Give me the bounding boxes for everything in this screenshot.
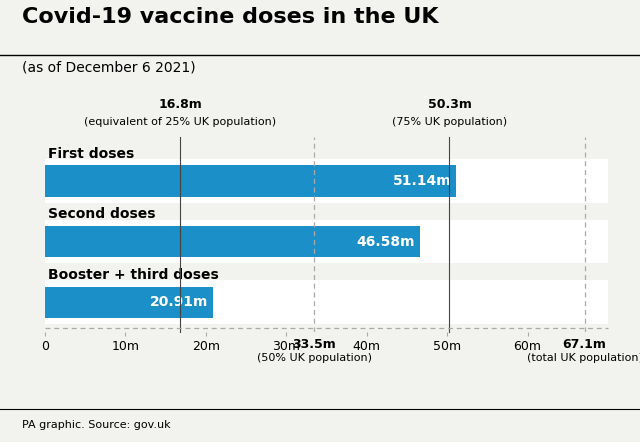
Text: (equivalent of 25% UK population): (equivalent of 25% UK population): [84, 117, 276, 127]
Text: First doses: First doses: [48, 147, 134, 161]
Bar: [45, 159, 608, 202]
Bar: [45, 165, 456, 197]
Bar: [45, 286, 213, 318]
Text: 50.3m: 50.3m: [428, 99, 472, 111]
Text: 33.5m: 33.5m: [292, 338, 336, 351]
Text: 67.1m: 67.1m: [563, 338, 607, 351]
Text: (total UK population): (total UK population): [527, 354, 640, 363]
Text: 20.91m: 20.91m: [150, 295, 208, 309]
Text: (75% UK population): (75% UK population): [392, 117, 507, 127]
Bar: [45, 220, 608, 263]
Text: (as of December 6 2021): (as of December 6 2021): [22, 61, 196, 75]
Text: 46.58m: 46.58m: [356, 235, 415, 248]
Text: 51.14m: 51.14m: [393, 174, 451, 188]
Bar: [45, 281, 608, 324]
Text: Booster + third doses: Booster + third doses: [48, 268, 219, 282]
Text: (50% UK population): (50% UK population): [257, 354, 372, 363]
Text: PA graphic. Source: gov.uk: PA graphic. Source: gov.uk: [22, 419, 171, 430]
Text: Covid-19 vaccine doses in the UK: Covid-19 vaccine doses in the UK: [22, 7, 439, 27]
Text: 16.8m: 16.8m: [158, 99, 202, 111]
Bar: [45, 226, 420, 257]
Text: Second doses: Second doses: [48, 207, 156, 221]
